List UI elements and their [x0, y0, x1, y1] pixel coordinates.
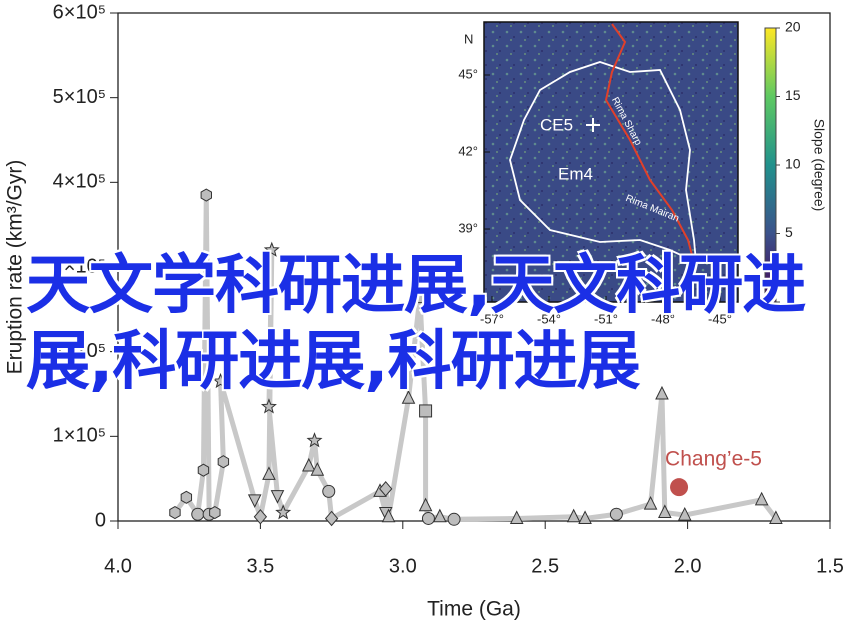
y-tick-label: 5×10⁵ [53, 86, 106, 108]
landing-site [586, 118, 600, 132]
data-point [247, 494, 262, 508]
data-point [262, 466, 276, 480]
data-point [212, 372, 229, 389]
colorbar-tick-label: 0 [785, 293, 793, 309]
data-point [217, 455, 230, 469]
data-point [418, 497, 433, 512]
annotation-point [670, 478, 689, 497]
colorbar-tick-label: 5 [785, 224, 793, 240]
data-point [306, 432, 323, 448]
data-point [754, 491, 769, 506]
data-point [433, 508, 447, 523]
data-point [197, 463, 210, 477]
y-tick-label: 1×10⁵ [53, 425, 106, 447]
data-point [302, 457, 316, 472]
data-point [419, 404, 433, 418]
lon-tick-label: -57° [480, 311, 504, 326]
x-axis-title: Time (Ga) [427, 598, 521, 621]
colorbar-label: Slope (degree) [811, 119, 827, 212]
lat-tick-label: 45° [458, 66, 478, 81]
mare-outline [509, 61, 698, 264]
colorbar-tick-label: 20 [785, 19, 801, 35]
x-tick-label: 2.0 [674, 555, 702, 577]
lat-tick-label: 39° [458, 220, 478, 235]
inset-map: N45°42°39°-57° -54° -51° -48° -45°CE5Em4Rima… [458, 19, 827, 327]
data-point [566, 508, 581, 523]
data-point [381, 508, 396, 523]
x-tick-label: 1.5 [816, 555, 844, 577]
data-point [401, 390, 416, 404]
data-point [643, 495, 658, 510]
lon-tick-label: -48° [651, 311, 675, 326]
x-tick-label: 3.0 [389, 555, 417, 577]
data-point [169, 505, 181, 520]
lon-tick-label: -45° [708, 311, 732, 326]
data-point [609, 507, 623, 521]
lon-tick-label: -51° [594, 311, 618, 326]
y-tick-label: 3×10⁵ [53, 255, 106, 277]
data-point [200, 188, 212, 202]
y-tick-label: 2×10⁵ [53, 340, 106, 362]
data-point [421, 511, 435, 525]
y-axis-title: Eruption rate (km³/Gyr) [4, 160, 27, 375]
y-tick-label: 6×10⁵ [53, 1, 106, 23]
rille [604, 23, 697, 271]
watermark: 天文学科研进展,天文科研进展,科研进展,科研进展 [26, 249, 806, 399]
data-point [658, 504, 672, 519]
data-point [180, 490, 193, 504]
colorbar-tick-label: 15 [785, 87, 801, 103]
x-tick-label: 4.0 [104, 555, 132, 577]
data-point [509, 510, 524, 524]
data-point [260, 398, 277, 414]
data-point [677, 506, 692, 521]
north-label: N [464, 31, 473, 46]
data-point [191, 507, 205, 521]
x-tick-label: 2.5 [531, 555, 559, 577]
x-tick-label: 3.5 [246, 555, 274, 577]
data-line [172, 192, 778, 522]
data-point [655, 385, 669, 400]
data-point [413, 290, 427, 304]
map-label: Em4 [558, 164, 593, 183]
data-point [263, 241, 280, 257]
data-point [447, 512, 461, 526]
data-point [324, 510, 339, 527]
data-point [578, 510, 592, 524]
data-point [270, 490, 285, 504]
lon-tick-label: -54° [537, 311, 561, 326]
y-tick-label: 4×10⁵ [53, 171, 106, 193]
data-point [275, 504, 292, 520]
lat-tick-label: 42° [458, 143, 478, 158]
y-tick-label: 0 [95, 509, 106, 531]
data-point [769, 510, 783, 524]
data-point [379, 481, 393, 497]
annotation-label: Chang’e-5 [665, 448, 762, 471]
map-label: CE5 [540, 115, 573, 134]
data-point [253, 508, 268, 525]
data-point [310, 462, 325, 476]
colorbar-tick-label: 10 [785, 156, 801, 172]
data-point [322, 484, 336, 498]
data-point [209, 505, 221, 520]
